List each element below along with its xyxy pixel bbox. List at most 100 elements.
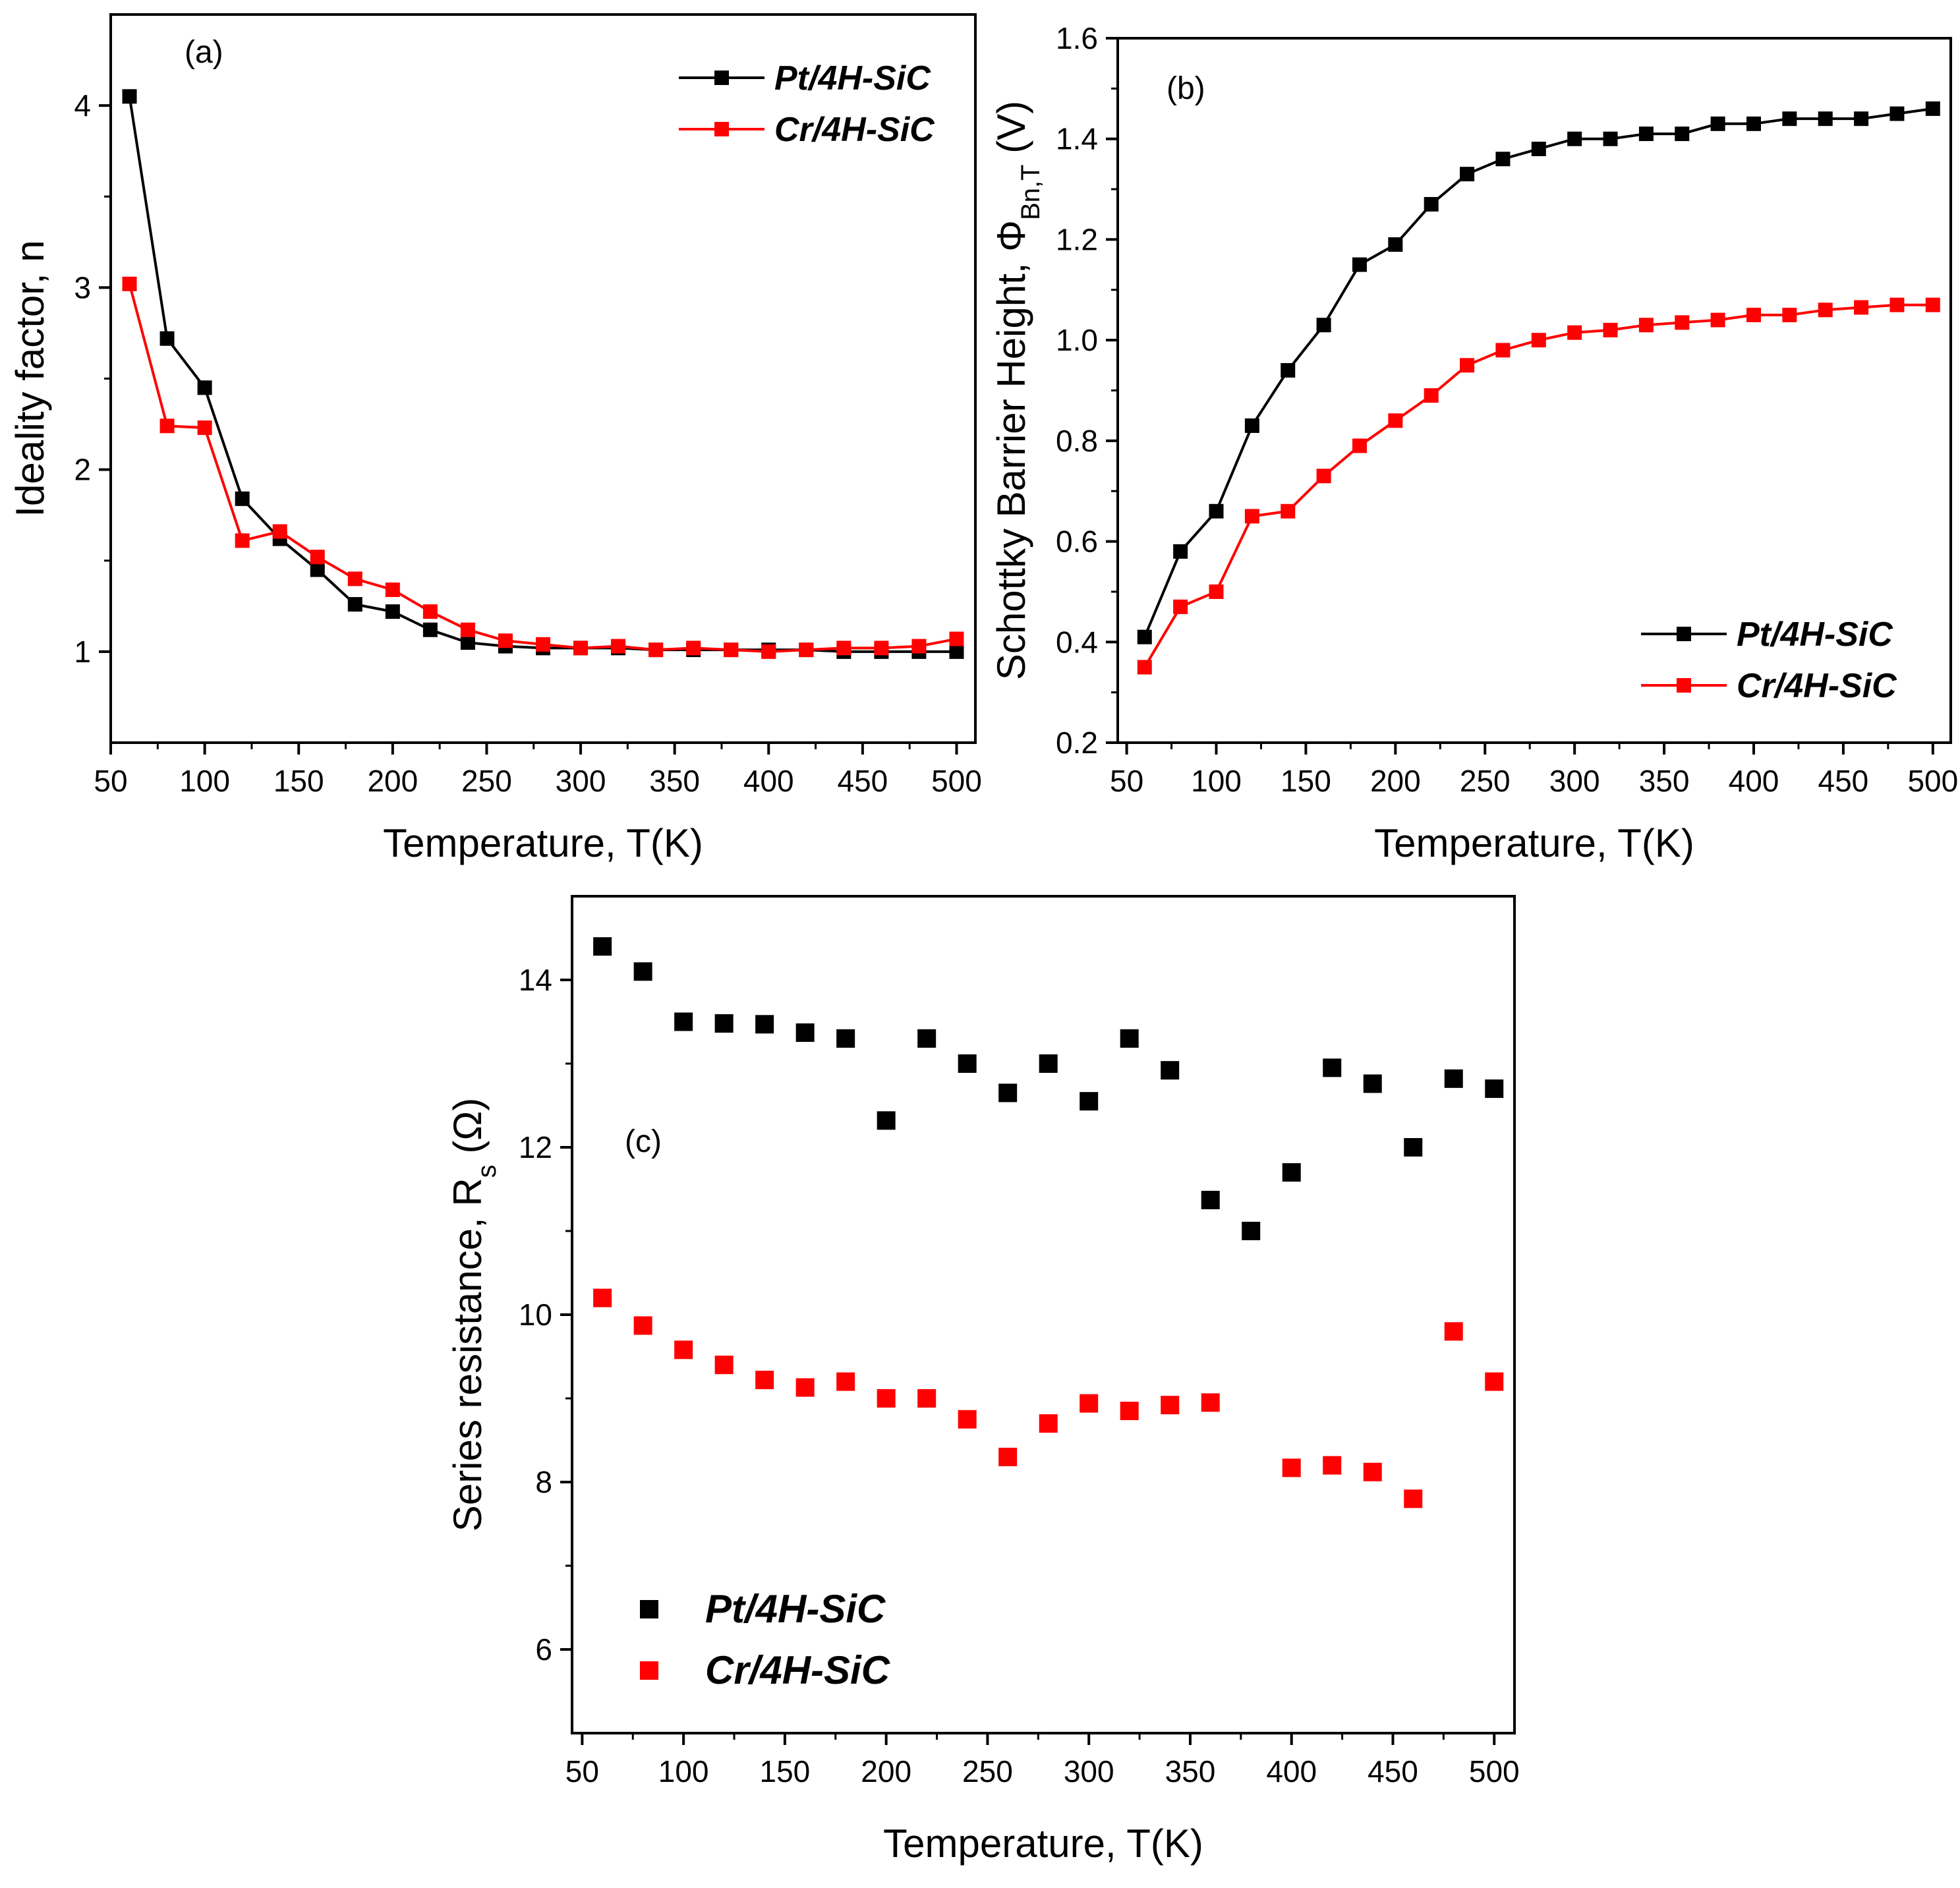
data-point xyxy=(949,644,964,659)
data-point xyxy=(122,276,137,291)
legend-marker xyxy=(1677,678,1691,693)
data-point xyxy=(1889,106,1905,121)
data-point xyxy=(159,331,175,346)
data-point xyxy=(1424,196,1439,212)
data-point xyxy=(1316,469,1331,484)
data-point xyxy=(1710,116,1725,131)
data-point xyxy=(1137,660,1152,675)
y-tick-label: 3 xyxy=(74,270,91,304)
data-point xyxy=(1209,584,1224,599)
x-tick-label: 500 xyxy=(1907,764,1958,798)
data-point xyxy=(714,1014,734,1033)
panel-label: (a) xyxy=(185,35,223,70)
y-tick-label: 0.6 xyxy=(1056,525,1098,559)
legend-marker xyxy=(1677,627,1691,641)
data-point xyxy=(674,1340,693,1359)
data-point xyxy=(714,1356,734,1375)
data-point xyxy=(1925,101,1940,116)
data-point xyxy=(633,962,652,981)
y-tick-label: 0.2 xyxy=(1056,726,1098,760)
legend-label: Cr/4H-SiC xyxy=(1737,667,1897,705)
data-point xyxy=(1889,297,1905,312)
data-point xyxy=(235,533,250,548)
y-axis-title: Series resistance, Rs (Ω) xyxy=(446,1098,502,1531)
legend-label: Cr/4H-SiC xyxy=(774,111,935,149)
data-point xyxy=(1316,318,1331,333)
x-tick-label: 450 xyxy=(1368,1754,1418,1788)
data-point xyxy=(1485,1079,1504,1099)
panel-b: 50 100 150 200 250 300 350 400 450 500 0.2 0.4 0.6 0.… xyxy=(989,21,1958,865)
data-point xyxy=(197,380,212,395)
legend-marker xyxy=(714,71,729,85)
data-point xyxy=(1675,315,1690,330)
x-tick-label: 200 xyxy=(1370,764,1421,798)
data-point xyxy=(1404,1489,1423,1508)
data-point xyxy=(385,604,400,619)
data-point xyxy=(1603,131,1618,146)
x-tick-label: 500 xyxy=(931,764,982,798)
legend-marker xyxy=(640,1661,658,1680)
x-tick-label: 150 xyxy=(1281,764,1331,798)
legend-label: Pt/4H-SiC xyxy=(1737,615,1893,654)
y-tick-label: 12 xyxy=(519,1130,552,1164)
data-point xyxy=(310,550,325,565)
data-point xyxy=(724,643,739,658)
legend-label: Pt/4H-SiC xyxy=(774,59,931,98)
data-point xyxy=(460,635,475,650)
data-point xyxy=(1352,257,1367,272)
data-point xyxy=(998,1447,1018,1466)
data-point xyxy=(755,1371,774,1390)
data-point xyxy=(836,641,851,656)
data-point xyxy=(611,639,626,654)
data-point xyxy=(385,582,400,597)
data-point xyxy=(310,562,325,577)
y-tick-label: 10 xyxy=(519,1298,552,1332)
y-axis-title: Ideality factor, n xyxy=(8,240,52,517)
data-point xyxy=(460,622,475,637)
data-point xyxy=(917,1389,937,1408)
data-point xyxy=(1531,333,1546,348)
data-point xyxy=(1352,438,1367,453)
y-tick-label: 1.2 xyxy=(1056,222,1098,256)
data-point xyxy=(1244,418,1259,433)
x-axis-title: Temperature, T(K) xyxy=(383,821,703,865)
data-point xyxy=(1567,325,1582,340)
x-tick-label: 350 xyxy=(1165,1754,1216,1788)
data-point xyxy=(1080,1092,1099,1111)
data-point xyxy=(593,1288,612,1307)
panel-label: (b) xyxy=(1167,71,1205,106)
y-tick-label: 0.4 xyxy=(1056,625,1098,659)
data-point xyxy=(573,641,589,656)
x-tick-label: 300 xyxy=(556,764,606,798)
y-tick-label: 1 xyxy=(74,635,91,669)
data-point xyxy=(1818,111,1833,127)
data-point xyxy=(1404,1138,1423,1157)
x-tick-label: 400 xyxy=(1266,1754,1317,1788)
data-point xyxy=(877,1111,896,1130)
y-tick-label: 2 xyxy=(74,453,91,487)
data-point xyxy=(1388,413,1403,428)
data-point xyxy=(1039,1414,1058,1433)
data-point xyxy=(1281,362,1296,378)
data-point xyxy=(1120,1402,1139,1421)
x-tick-label: 50 xyxy=(565,1754,599,1788)
data-point xyxy=(1363,1462,1382,1481)
data-point xyxy=(422,604,438,619)
data-point xyxy=(1444,1322,1463,1341)
y-tick-label: 4 xyxy=(74,88,91,123)
legend-marker xyxy=(640,1600,658,1618)
series-Cr/4H-SiC xyxy=(593,1288,1504,1508)
x-tick-label: 250 xyxy=(1460,764,1511,798)
data-point xyxy=(1746,307,1761,322)
y-tick-label: 1.6 xyxy=(1056,21,1098,55)
data-point xyxy=(1485,1372,1504,1391)
data-point xyxy=(1567,131,1582,146)
x-tick-label: 100 xyxy=(179,764,230,798)
data-point xyxy=(1638,127,1654,142)
data-point xyxy=(1209,503,1224,519)
data-point xyxy=(949,631,964,646)
legend: Pt/4H-SiC Cr/4H-SiC xyxy=(640,1587,891,1692)
data-point xyxy=(1282,1163,1301,1182)
data-point xyxy=(1244,509,1259,524)
data-point xyxy=(1282,1458,1301,1477)
